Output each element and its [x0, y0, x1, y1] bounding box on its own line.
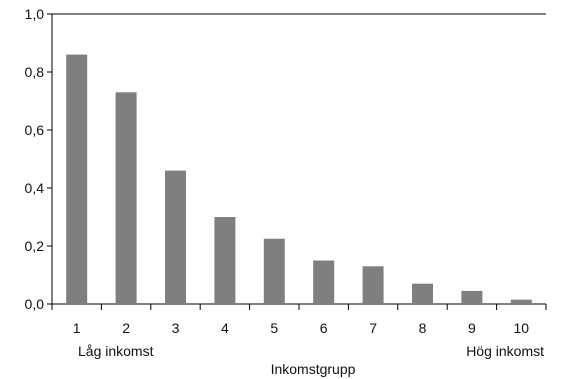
x-tick-label: 5 [270, 320, 278, 336]
bars [66, 54, 532, 304]
bar-7 [362, 266, 384, 304]
x-tick-label: 4 [221, 320, 229, 336]
y-tick-label: 0,2 [25, 238, 45, 254]
x-tick-label: 7 [369, 320, 377, 336]
bar-4 [214, 217, 236, 304]
bar-3 [165, 170, 186, 304]
x-ticks: 1 2 3 4 5 6 7 8 9 10 [51, 304, 547, 336]
bar-2 [115, 92, 137, 304]
bar-9 [461, 290, 483, 304]
y-tick-label: 0,4 [25, 180, 45, 196]
x-axis-title: Inkomstgrupp [271, 361, 356, 377]
x-tick-label: 8 [419, 320, 427, 336]
y-axis: 0,0 0,2 0,4 0,6 0,8 1,0 [25, 6, 53, 312]
bar-8 [412, 283, 433, 304]
bar-1 [66, 54, 88, 304]
bar-5 [263, 238, 285, 304]
x-tick-label: 10 [514, 320, 530, 336]
y-tick-label: 0,0 [25, 296, 45, 312]
annotation-low-income: Låg inkomst [78, 343, 154, 359]
x-tick-label: 3 [172, 320, 180, 336]
x-tick-label: 6 [320, 320, 328, 336]
y-tick-label: 0,8 [25, 64, 45, 80]
bar-6 [313, 260, 335, 304]
x-tick-label: 1 [73, 320, 81, 336]
y-tick-label: 1,0 [25, 6, 45, 22]
annotation-high-income: Hög inkomst [466, 343, 544, 359]
x-tick-label: 9 [468, 320, 476, 336]
bar-10 [510, 299, 532, 304]
x-axis: 1 2 3 4 5 6 7 8 9 10 [51, 303, 547, 336]
y-tick-label: 0,6 [25, 122, 45, 138]
y-ticks: 0,0 0,2 0,4 0,6 0,8 1,0 [25, 6, 52, 312]
x-tick-label: 2 [122, 320, 130, 336]
